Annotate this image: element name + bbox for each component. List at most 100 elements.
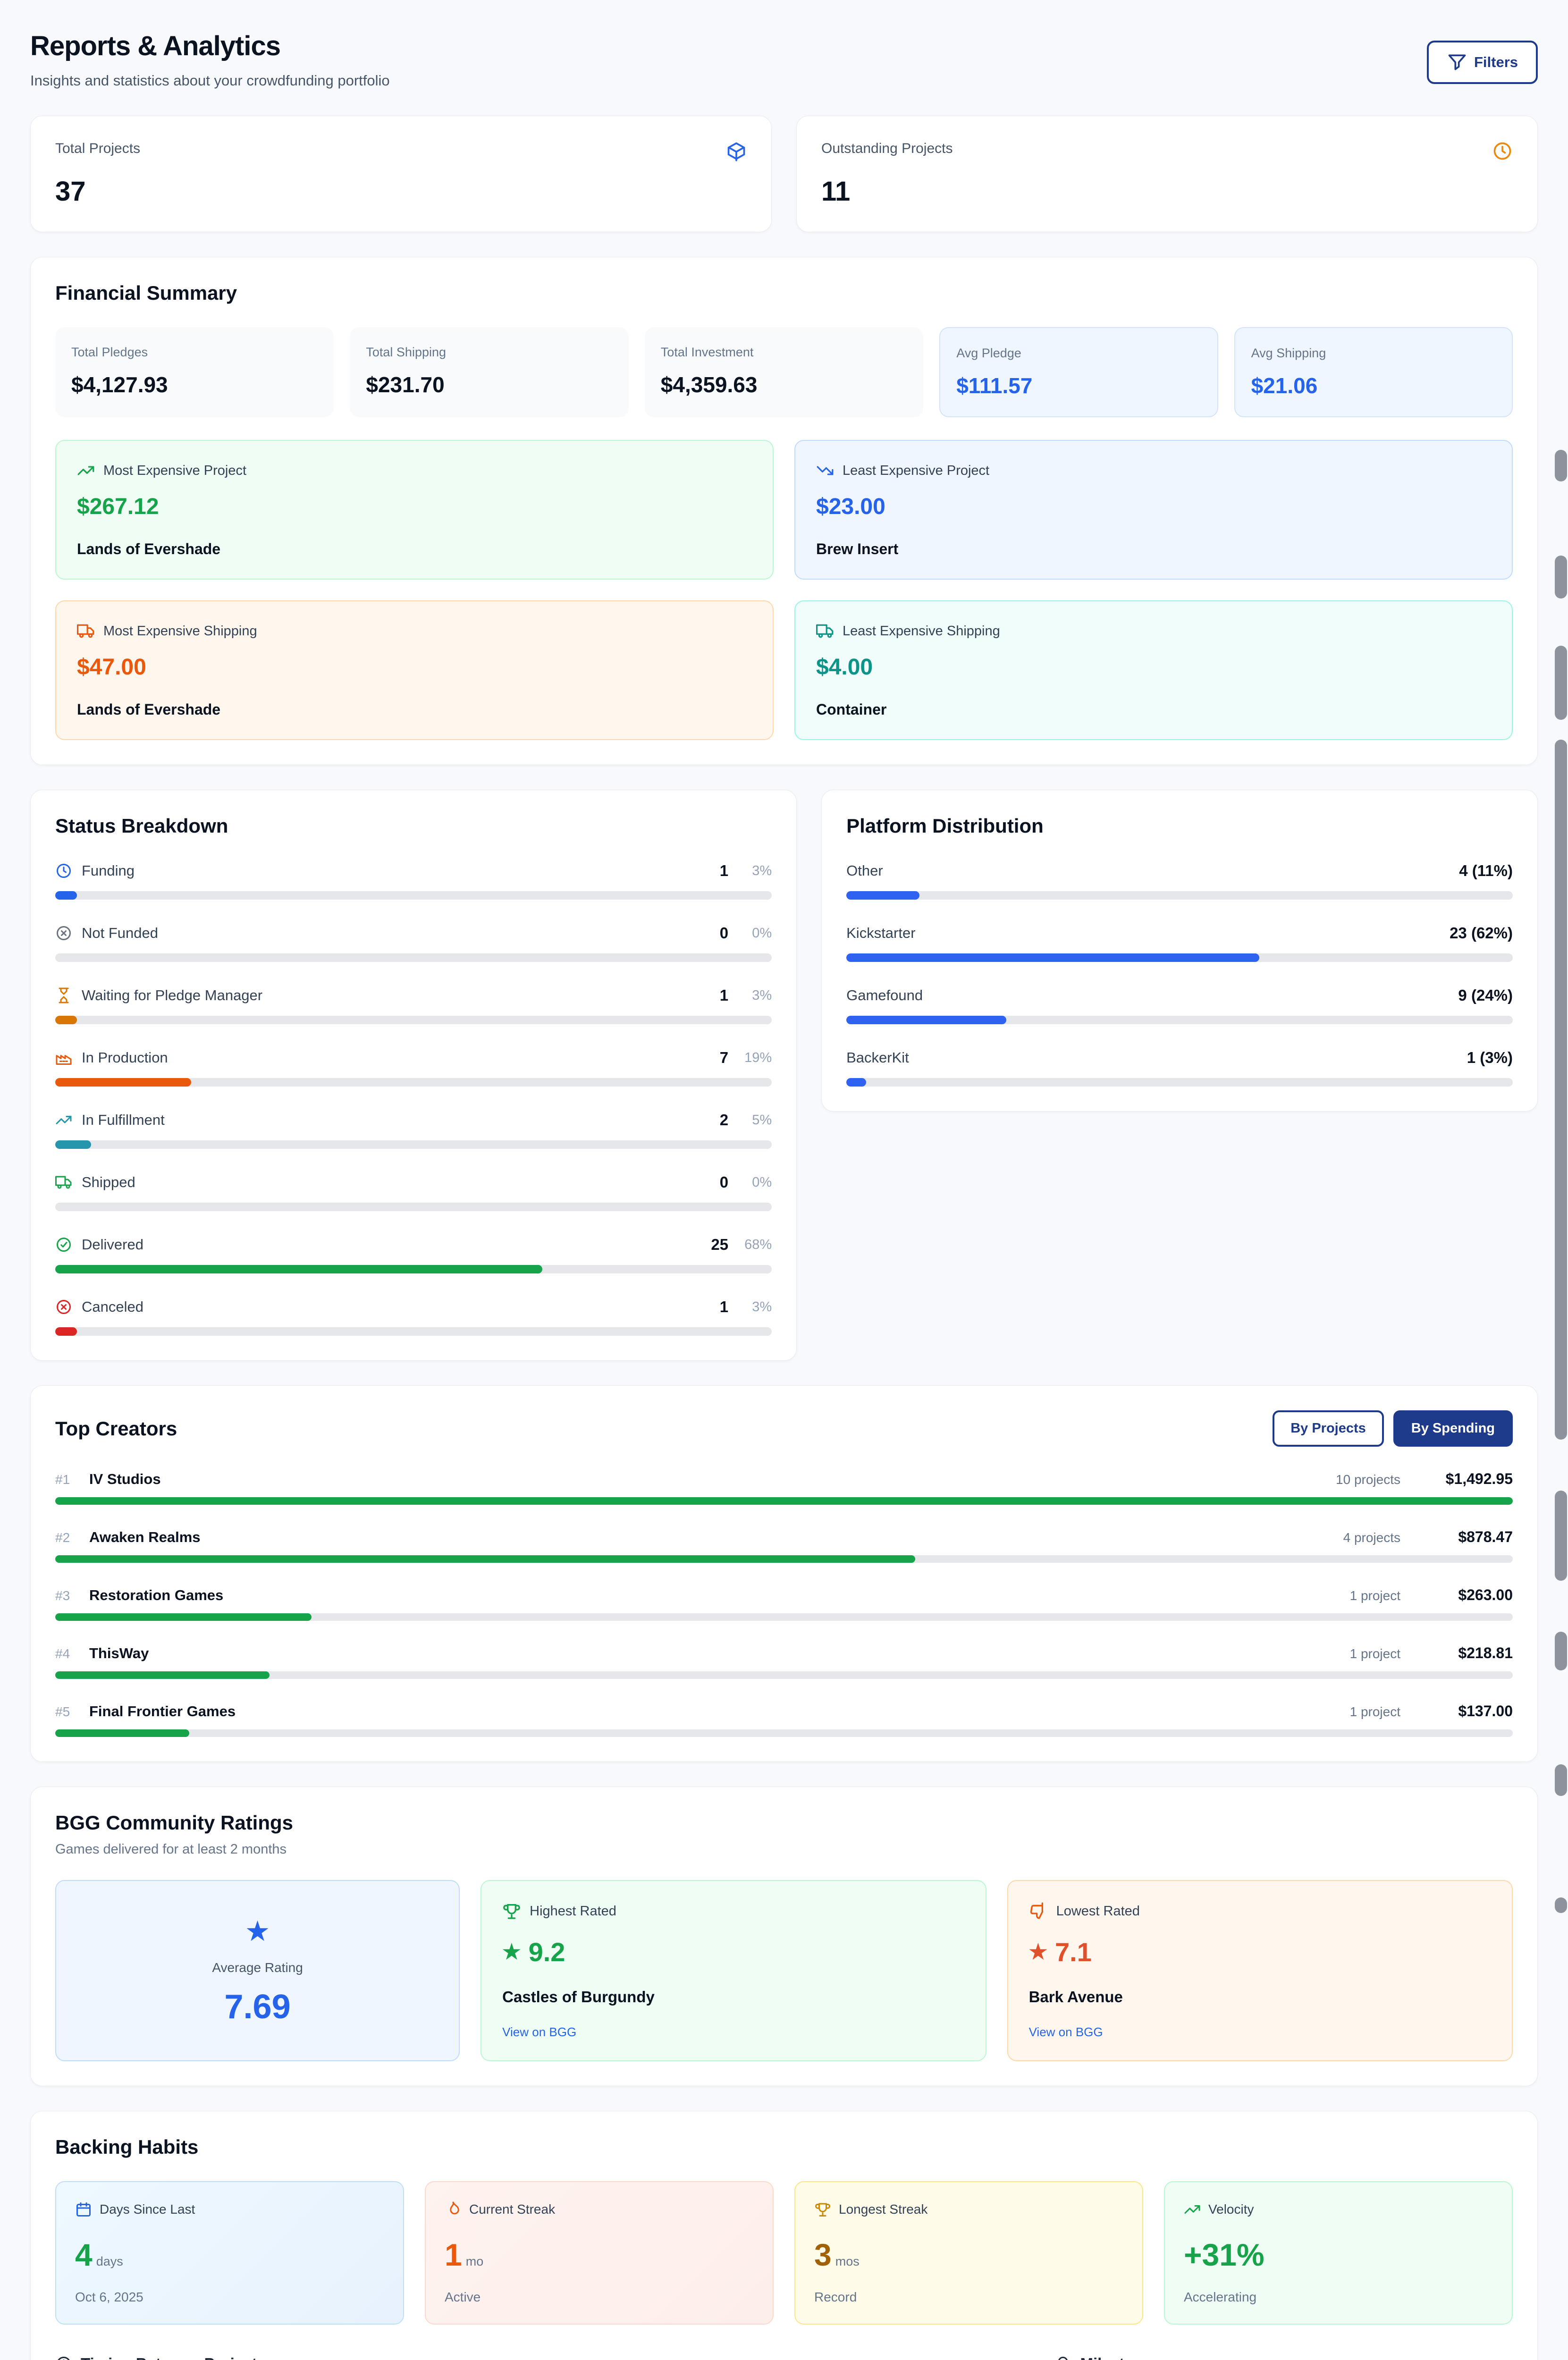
stat-value: $21.06	[1251, 373, 1318, 398]
outstanding-projects-label: Outstanding Projects	[821, 141, 953, 156]
creator-project-count: 1 project	[1349, 1588, 1400, 1603]
stat-value: $4,127.93	[71, 372, 168, 397]
habit-value: 1 mo	[445, 2237, 484, 2272]
highlight-value: $23.00	[816, 494, 885, 519]
status-count: 0	[719, 924, 729, 942]
creator-name: IV Studios	[89, 1471, 161, 1487]
trending-down-icon	[816, 462, 834, 480]
creator-name: ThisWay	[89, 1645, 149, 1661]
hourglass-icon	[55, 987, 72, 1004]
creator-name: Awaken Realms	[89, 1529, 201, 1545]
status-breakdown-title: Status Breakdown	[55, 815, 228, 837]
status-label: Not Funded	[82, 925, 158, 941]
creator-bar-track	[55, 1555, 1513, 1563]
highlight-value: $4.00	[816, 655, 873, 680]
status-bar-track	[55, 1140, 772, 1149]
bgg-ratings-title: BGG Community Ratings	[55, 1812, 294, 1834]
by-projects-button[interactable]: By Projects	[1273, 1410, 1384, 1447]
financial-stat-box: Total Investment $4,359.63	[644, 327, 924, 417]
creator-bar-fill	[55, 1671, 270, 1679]
status-count: 7	[719, 1049, 729, 1066]
trophy-icon	[814, 2201, 831, 2218]
status-row: Delivered 25 68%	[55, 1236, 772, 1273]
status-label: In Fulfillment	[82, 1112, 165, 1128]
creator-bar-fill	[55, 1729, 190, 1737]
by-spending-button[interactable]: By Spending	[1393, 1410, 1513, 1447]
lowest-rated-label: Lowest Rated	[1056, 1903, 1140, 1919]
status-percent: 3%	[752, 1299, 772, 1315]
page-header: Reports & Analytics Insights and statist…	[30, 30, 1538, 89]
clock-icon	[55, 2355, 72, 2360]
status-label: Funding	[82, 862, 135, 879]
scrollbar-thumb[interactable]	[1555, 739, 1567, 1440]
creator-bar-fill	[55, 1613, 312, 1621]
outstanding-projects-card: Outstanding Projects 11	[796, 116, 1538, 232]
habit-label: Days Since Last	[100, 2202, 195, 2217]
page-header-text: Reports & Analytics Insights and statist…	[30, 30, 390, 89]
creator-bar-track	[55, 1729, 1513, 1737]
platform-row: Gamefound 9 (24%)	[846, 986, 1513, 1024]
financial-summary-card: Financial Summary Total Pledges $4,127.93…	[30, 257, 1538, 765]
view-on-bgg-link[interactable]: View on BGG	[1028, 2025, 1103, 2039]
page-subtitle: Insights and statistics about your crowd…	[30, 72, 390, 89]
financial-stat-box: Avg Pledge $111.57	[939, 327, 1218, 417]
factory-icon	[55, 1049, 72, 1066]
x-circle-icon	[55, 925, 72, 942]
platform-bar-fill	[846, 953, 1260, 962]
habit-caption: Active	[445, 2290, 481, 2304]
average-rating-label: Average Rating	[212, 1960, 303, 1975]
platform-bar-track	[846, 1078, 1513, 1087]
bgg-ratings-subtitle: Games delivered for at least 2 months	[55, 1842, 287, 1857]
platform-value: 4 (11%)	[1459, 862, 1513, 879]
creator-row: #5 Final Frontier Games 1 project $137.00	[55, 1703, 1513, 1737]
filters-button[interactable]: Filters	[1426, 41, 1538, 84]
thumbs-down-icon	[1029, 1902, 1048, 1921]
lowest-rated-value: 7.1	[1055, 1937, 1092, 1967]
creator-project-count: 4 projects	[1343, 1530, 1400, 1545]
trophy-icon	[502, 1902, 521, 1921]
stat-value: $111.57	[956, 373, 1033, 398]
platform-bar-track	[846, 1016, 1513, 1024]
status-label: Canceled	[82, 1298, 143, 1315]
star-icon: ★	[502, 1940, 521, 1964]
highest-rated-game: Castles of Burgundy	[502, 1988, 655, 2006]
stat-label: Total Investment	[660, 345, 754, 359]
view-on-bgg-link[interactable]: View on BGG	[502, 2025, 577, 2039]
flame-icon	[445, 2201, 462, 2218]
top-creators-title: Top Creators	[55, 1417, 177, 1440]
platform-distribution-title: Platform Distribution	[846, 815, 1044, 837]
status-percent: 19%	[744, 1050, 772, 1065]
platform-row: Kickstarter 23 (62%)	[846, 924, 1513, 962]
status-label: Delivered	[82, 1236, 143, 1253]
habit-caption: Oct 6, 2025	[75, 2290, 143, 2304]
habit-unit: mo	[465, 2254, 484, 2268]
highlight-project-name: Lands of Evershade	[77, 701, 221, 718]
top-creators-toggle: By Projects By Spending	[1273, 1410, 1513, 1447]
stat-label: Total Shipping	[366, 345, 447, 359]
creator-bar-fill	[55, 1497, 1513, 1505]
status-row: Not Funded 0 0%	[55, 924, 772, 962]
creator-amount: $878.47	[1458, 1528, 1513, 1545]
highlight-project-name: Brew Insert	[816, 540, 899, 557]
creator-project-count: 1 project	[1349, 1646, 1400, 1661]
habit-value: +31%	[1184, 2237, 1265, 2272]
award-icon	[1054, 2355, 1071, 2360]
creator-rank: #2	[55, 1530, 70, 1545]
status-bar-track	[55, 1265, 772, 1273]
platform-bar-fill	[846, 1078, 867, 1087]
stat-label: Avg Shipping	[1251, 346, 1326, 360]
financial-summary-title: Financial Summary	[55, 282, 237, 304]
highlight-value: $47.00	[77, 655, 146, 680]
status-row: Waiting for Pledge Manager 1 3%	[55, 986, 772, 1024]
platform-value: 23 (62%)	[1450, 924, 1513, 942]
habit-unit: days	[96, 2254, 123, 2268]
status-breakdown-card: Status Breakdown Funding 1 3% Not Funded 0 0%…	[30, 790, 797, 1361]
timing-section-header: Timing Between Projects	[55, 2355, 1026, 2360]
check-circle-icon	[55, 1236, 72, 1253]
financial-highlight-card: Least Expensive Project $23.00 Brew Insert	[794, 440, 1513, 580]
financial-highlights-grid: Most Expensive Project $267.12 Lands of Ev…	[55, 440, 1513, 740]
platform-rows: Other 4 (11%) Kickstarter 23 (62%) Gamefound…	[846, 862, 1513, 1087]
trending-up-icon	[55, 1112, 72, 1129]
status-count: 1	[719, 862, 729, 879]
